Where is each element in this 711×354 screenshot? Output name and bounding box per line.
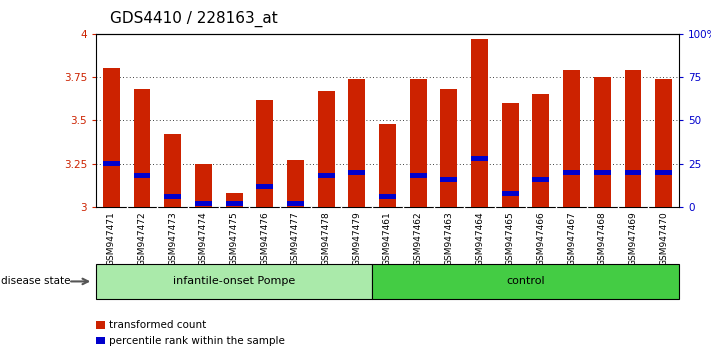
- Bar: [164, 134, 181, 207]
- FancyBboxPatch shape: [96, 264, 372, 299]
- Bar: [379, 124, 396, 207]
- Text: transformed count: transformed count: [109, 320, 206, 330]
- Text: GSM947473: GSM947473: [169, 212, 177, 266]
- Bar: [471, 156, 488, 161]
- Bar: [656, 170, 672, 175]
- Bar: [348, 79, 365, 207]
- Text: control: control: [506, 276, 545, 286]
- Text: GSM947477: GSM947477: [291, 212, 300, 266]
- Bar: [256, 99, 273, 207]
- Bar: [563, 70, 580, 207]
- Text: GSM947474: GSM947474: [199, 212, 208, 266]
- Bar: [164, 194, 181, 199]
- Text: GSM947461: GSM947461: [383, 212, 392, 266]
- Bar: [348, 170, 365, 175]
- Bar: [502, 191, 518, 196]
- Bar: [103, 68, 119, 207]
- Text: GSM947466: GSM947466: [536, 212, 545, 266]
- Text: GDS4410 / 228163_at: GDS4410 / 228163_at: [110, 10, 278, 27]
- Bar: [379, 194, 396, 199]
- Text: GSM947472: GSM947472: [137, 212, 146, 266]
- Bar: [624, 70, 641, 207]
- Text: GSM947471: GSM947471: [107, 212, 116, 266]
- Bar: [225, 201, 242, 206]
- Bar: [533, 177, 550, 182]
- Text: GSM947476: GSM947476: [260, 212, 269, 266]
- Bar: [440, 89, 457, 207]
- Text: infantile-onset Pompe: infantile-onset Pompe: [173, 276, 295, 286]
- Bar: [656, 79, 672, 207]
- Bar: [287, 201, 304, 206]
- Text: disease state: disease state: [1, 276, 71, 286]
- Text: GSM947479: GSM947479: [353, 212, 361, 266]
- Text: GSM947475: GSM947475: [230, 212, 239, 266]
- Text: GSM947462: GSM947462: [414, 212, 422, 266]
- Bar: [318, 91, 335, 207]
- Text: GSM947467: GSM947467: [567, 212, 576, 266]
- Text: GSM947478: GSM947478: [321, 212, 331, 266]
- Bar: [410, 173, 427, 178]
- Bar: [318, 173, 335, 178]
- Text: GSM947463: GSM947463: [444, 212, 454, 266]
- Bar: [624, 170, 641, 175]
- Text: GSM947464: GSM947464: [475, 212, 484, 266]
- Bar: [594, 77, 611, 207]
- Bar: [563, 170, 580, 175]
- Bar: [225, 193, 242, 207]
- Bar: [594, 170, 611, 175]
- Bar: [195, 164, 212, 207]
- Bar: [410, 79, 427, 207]
- FancyBboxPatch shape: [372, 264, 679, 299]
- Text: GSM947465: GSM947465: [506, 212, 515, 266]
- Text: GSM947469: GSM947469: [629, 212, 638, 266]
- Text: GSM947468: GSM947468: [598, 212, 606, 266]
- Bar: [195, 201, 212, 206]
- Bar: [134, 173, 151, 178]
- Bar: [103, 161, 119, 166]
- Bar: [533, 95, 550, 207]
- Bar: [134, 89, 151, 207]
- Text: percentile rank within the sample: percentile rank within the sample: [109, 336, 284, 346]
- Bar: [440, 177, 457, 182]
- Bar: [256, 184, 273, 189]
- Bar: [471, 39, 488, 207]
- Text: GSM947470: GSM947470: [659, 212, 668, 266]
- Bar: [287, 160, 304, 207]
- Bar: [502, 103, 518, 207]
